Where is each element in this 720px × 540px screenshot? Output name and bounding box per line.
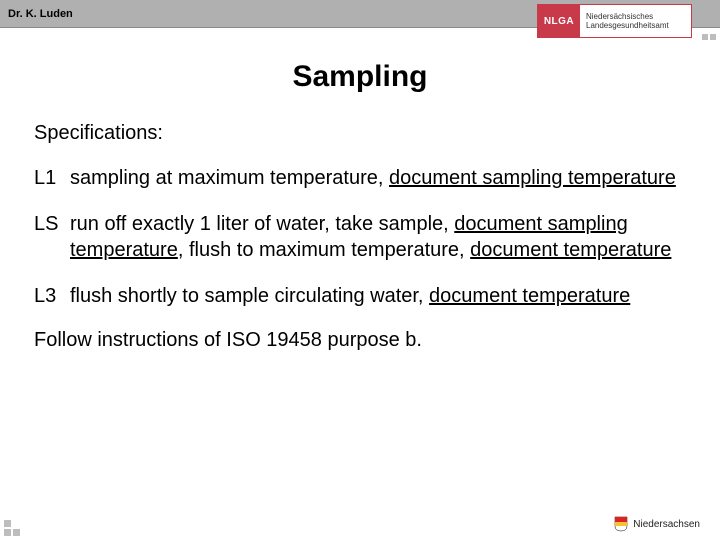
footer-logo-text: Niedersachsen [633, 519, 700, 530]
slide-title: Sampling [0, 60, 720, 94]
logo-acronym: NLGA [538, 5, 580, 37]
footer-note: Follow instructions of ISO 19458 purpose… [0, 329, 720, 352]
spec-item: L3 flush shortly to sample circulating w… [34, 283, 686, 309]
author-name: Dr. K. Luden [8, 8, 73, 20]
shield-icon [614, 516, 628, 532]
spec-item: L1 sampling at maximum temperature, docu… [34, 165, 686, 191]
decoration-bottom-left [4, 518, 20, 536]
header-bar: Dr. K. Luden NLGA Niedersächsisches Land… [0, 0, 720, 28]
logo-line1: Niedersächsisches [586, 12, 653, 21]
spec-label: L3 [34, 283, 70, 309]
spec-label: L1 [34, 165, 70, 191]
decoration-top-right [702, 34, 716, 40]
logo-line2: Landesgesundheitsamt [586, 21, 669, 30]
footer-state-logo: Niedersachsen [614, 516, 700, 532]
content-area: Specifications: L1 sampling at maximum t… [0, 122, 720, 309]
specifications-heading: Specifications: [34, 122, 686, 145]
spec-label: LS [34, 211, 70, 263]
spec-body: run off exactly 1 liter of water, take s… [70, 211, 686, 263]
spec-item: LS run off exactly 1 liter of water, tak… [34, 211, 686, 263]
institution-logo: NLGA Niedersächsisches Landesgesundheits… [537, 4, 692, 38]
spec-body: flush shortly to sample circulating wate… [70, 283, 686, 309]
logo-text: Niedersächsisches Landesgesundheitsamt [580, 12, 691, 30]
spec-body: sampling at maximum temperature, documen… [70, 165, 686, 191]
